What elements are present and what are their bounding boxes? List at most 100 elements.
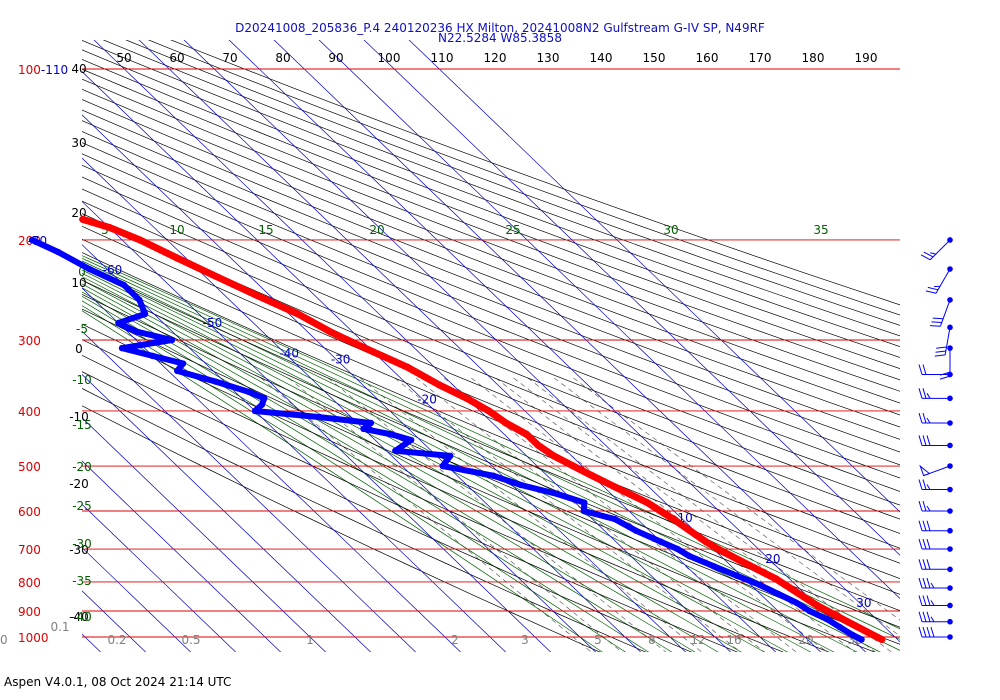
temperature-point	[485, 407, 493, 415]
theta-top-label: 170	[749, 51, 772, 65]
dry-adiabat-line	[82, 354, 738, 652]
wind-barb-feather	[923, 251, 934, 258]
mixing-ratio-line	[327, 377, 667, 652]
moist-adiabat-line	[82, 287, 719, 652]
moist-adiabat-line	[82, 300, 650, 652]
temperature-point	[294, 310, 302, 318]
theta-top-label: 140	[590, 51, 613, 65]
mixing-ratio-label: 5	[594, 633, 602, 647]
theta-top-label: 110	[431, 51, 454, 65]
temperature-scale-label: -10	[69, 410, 89, 424]
temperature-scale-label: 0	[75, 342, 83, 356]
dewpoint-point	[212, 378, 219, 385]
moist-adiabat-line	[82, 283, 742, 652]
dry-adiabat-line	[82, 88, 900, 404]
mixing-ratio-line	[573, 377, 900, 621]
dewpoint-point	[836, 623, 843, 631]
theta-top-label: 160	[696, 51, 719, 65]
wind-barb-feather	[926, 611, 931, 622]
isotherm-line	[82, 157, 597, 652]
wind-barb-feather	[926, 626, 931, 638]
dry-adiabat-line	[82, 405, 601, 652]
wind-barb-feather	[918, 388, 923, 399]
wind-barb	[918, 611, 953, 625]
theta-top-label: 130	[537, 51, 560, 65]
isotherm-line	[82, 460, 282, 652]
temperature-scale-label: -20	[69, 477, 89, 491]
wind-barb-staff	[939, 299, 951, 327]
pressure-label-extra: -110	[41, 63, 68, 77]
dewpoint-point	[554, 490, 561, 498]
isotherm-line	[82, 200, 552, 652]
dewpoint-point	[251, 407, 259, 415]
wind-barb-feather	[918, 559, 923, 570]
moist-adiabat-line	[82, 310, 603, 652]
pressure-label: 100-110	[18, 63, 68, 77]
wind-barb-feather	[936, 346, 947, 349]
wind-barb-feather	[918, 595, 923, 606]
isotherm-line	[228, 40, 867, 652]
moist-adiabat-label: -10	[72, 373, 92, 387]
wind-barb	[920, 237, 953, 261]
temperature-point	[588, 472, 596, 480]
isotherm-line	[82, 330, 417, 652]
wind-barb-feather	[922, 626, 927, 638]
dry-adiabat-line	[125, 40, 900, 326]
wind-barb-feather	[922, 520, 927, 531]
temperature-point	[435, 381, 443, 389]
dewpoint-point	[115, 319, 122, 327]
wind-barb-feather	[932, 317, 944, 320]
isotherm-label: -20	[417, 393, 437, 407]
mixing-ratio-line	[553, 377, 900, 637]
wind-barb-feather	[922, 500, 927, 512]
dewpoint-point	[581, 499, 588, 506]
dewpoint-point	[168, 336, 176, 344]
dry-adiabat-line	[82, 68, 900, 381]
temperature-point	[656, 507, 664, 515]
dewpoint-point	[28, 236, 36, 244]
temperature-point	[854, 623, 862, 631]
dewpoint-point	[407, 436, 415, 444]
moist-adiabat-label: -35	[72, 574, 92, 588]
mixing-ratio-line	[471, 377, 828, 652]
dry-adiabat-line	[82, 142, 900, 466]
moist-adiabat-label: 0	[78, 265, 86, 279]
isotherm-line	[363, 40, 900, 556]
temperature-point	[550, 452, 558, 460]
wind-barb	[918, 435, 953, 449]
dry-adiabat-line	[82, 59, 900, 370]
wind-barb	[918, 479, 953, 493]
dry-adiabat-line	[102, 40, 900, 337]
moist-adiabat-line	[82, 272, 812, 652]
dewpoint-point	[316, 413, 323, 421]
moist-adiabat-line	[82, 266, 858, 652]
temperature-point	[403, 363, 411, 371]
temperature-point	[252, 291, 260, 299]
temperature-point	[786, 584, 794, 592]
moist-adiabat-line	[82, 255, 900, 630]
theta-top-label: 80	[275, 51, 290, 65]
temperature-point	[173, 254, 181, 262]
wind-barb-feather	[930, 616, 935, 622]
temperature-scale-label: -40	[69, 610, 89, 624]
temperature-point	[569, 462, 577, 470]
temperature-scale-label: 10	[71, 276, 86, 290]
isotherm-line	[93, 40, 732, 652]
wind-barb	[918, 626, 953, 640]
theta-top-label: 150	[643, 51, 666, 65]
pressure-label: 800	[18, 576, 41, 590]
wind-barb-feather	[922, 611, 927, 622]
temperature-point	[208, 270, 216, 278]
dewpoint-point	[848, 631, 856, 638]
theta-top-label: 120	[484, 51, 507, 65]
dewpoint-point	[136, 296, 143, 304]
footer-version: Aspen V4.0.1, 08 Oct 2024 21:14 UTC	[4, 675, 232, 689]
mixing-ratio-line	[360, 377, 703, 652]
wind-barb	[918, 388, 953, 402]
mixing-ratio-line	[495, 377, 856, 652]
dry-adiabat-line	[82, 120, 900, 440]
dewpoint-point	[149, 352, 156, 360]
dry-adiabat-line	[82, 109, 900, 428]
wind-barb-feather	[929, 325, 941, 327]
temperature-scale-label: 40	[71, 62, 86, 76]
